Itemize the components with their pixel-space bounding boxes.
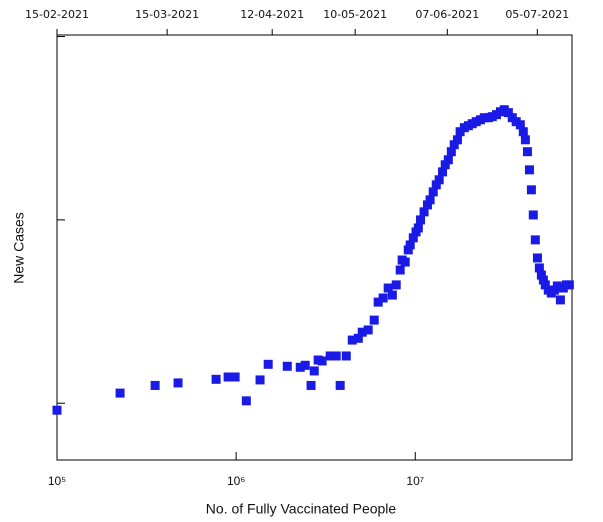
x2-tick-label: 07-06-2021 [415, 8, 479, 21]
point [518, 127, 528, 137]
x-tick-label: 10⁷ [406, 474, 424, 488]
point [434, 175, 444, 185]
point [241, 396, 251, 406]
y-axis-label: New Cases [11, 212, 27, 284]
point [211, 374, 221, 384]
point [534, 263, 544, 273]
x-tick-label: 10⁶ [227, 474, 245, 488]
point [440, 160, 450, 170]
point [564, 280, 574, 290]
point [425, 195, 435, 205]
point [408, 233, 418, 243]
point [353, 333, 363, 343]
point [325, 351, 335, 361]
point [552, 281, 562, 291]
point [52, 405, 62, 415]
plot-frame [56, 34, 573, 461]
x2-tick-label: 15-03-2021 [135, 8, 199, 21]
x2-tick-label: 05-07-2021 [505, 8, 569, 21]
point [446, 147, 456, 157]
point [405, 240, 415, 250]
point [540, 280, 550, 290]
point [369, 315, 379, 325]
point [538, 275, 548, 285]
point [515, 120, 525, 130]
point [230, 372, 240, 382]
point [522, 147, 532, 157]
point [428, 187, 438, 197]
point [387, 290, 397, 300]
point [223, 372, 233, 382]
point [422, 200, 432, 210]
point [413, 223, 423, 233]
point [309, 366, 319, 376]
point [255, 375, 265, 385]
x2-tick-label: 15-02-2021 [25, 8, 89, 21]
x2-tick-label: 12-04-2021 [240, 8, 304, 21]
x2-tick-label: 10-05-2021 [323, 8, 387, 21]
point [363, 325, 373, 335]
point [335, 380, 345, 390]
x-axis-label: No. of Fully Vaccinated People [206, 501, 397, 517]
point [395, 265, 405, 275]
point [150, 380, 160, 390]
point [555, 295, 565, 305]
point [431, 180, 441, 190]
point [373, 297, 383, 307]
point [449, 140, 459, 150]
x-tick-label: 10⁵ [48, 474, 66, 488]
point [173, 378, 183, 388]
point [300, 360, 310, 370]
point [530, 235, 540, 245]
point [438, 167, 448, 177]
point [317, 356, 327, 366]
point [419, 207, 429, 217]
point [443, 155, 453, 165]
point [383, 283, 393, 293]
point [536, 270, 546, 280]
point [331, 351, 341, 361]
point [503, 108, 513, 118]
point [341, 351, 351, 361]
point [347, 335, 357, 345]
point [306, 380, 316, 390]
point [528, 210, 538, 220]
point [532, 253, 542, 263]
point [416, 215, 426, 225]
point [524, 165, 534, 175]
point [391, 280, 401, 290]
point [403, 245, 413, 255]
point [400, 257, 410, 267]
point [263, 359, 273, 369]
point [520, 135, 530, 145]
point [526, 185, 536, 195]
point [295, 362, 305, 372]
point [115, 388, 125, 398]
point [378, 293, 388, 303]
point [282, 361, 292, 371]
point [452, 135, 462, 145]
point [357, 327, 367, 337]
